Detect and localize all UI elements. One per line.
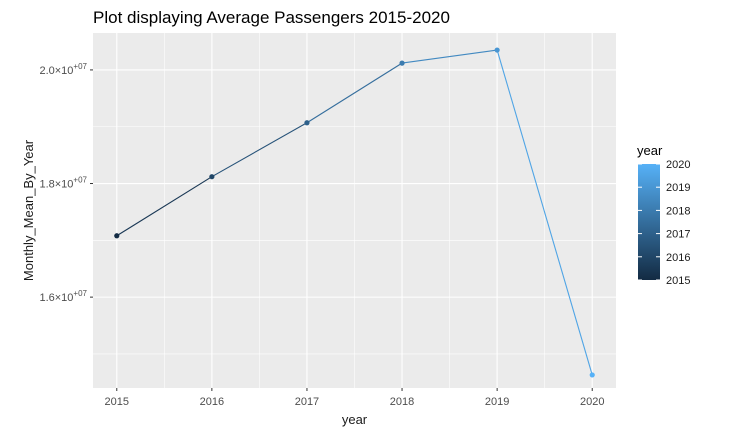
legend-ticks: 2020 2019 2018 2017 2016 2015 xyxy=(638,159,690,287)
colorbar-legend: year 2020 2019 2018 2017 2016 2015 xyxy=(637,143,690,287)
legend-title: year xyxy=(637,143,663,158)
legend-label: 2019 xyxy=(666,182,690,194)
data-point xyxy=(589,372,595,378)
legend-label: 2016 xyxy=(666,252,690,264)
legend-label: 2017 xyxy=(666,229,690,241)
series-segment xyxy=(211,122,308,178)
data-point xyxy=(209,174,215,180)
series-segment xyxy=(306,62,403,124)
series-segment xyxy=(401,49,498,64)
x-axis: 2015 2016 2017 2018 2019 2020 xyxy=(105,388,604,408)
legend-label: 2015 xyxy=(666,275,690,287)
legend-label: 2020 xyxy=(666,159,690,171)
data-point xyxy=(494,47,500,53)
x-axis-title: year xyxy=(342,412,368,427)
series-layer xyxy=(114,47,595,378)
y-axis-title: Monthly_Mean_By_Year xyxy=(21,139,36,281)
data-point xyxy=(304,120,310,126)
grid-lines xyxy=(93,33,616,388)
x-tick-label: 2017 xyxy=(295,396,319,408)
x-tick-label: 2018 xyxy=(390,396,414,408)
data-point xyxy=(114,233,120,239)
colorbar xyxy=(638,164,660,280)
x-tick-label: 2020 xyxy=(580,396,604,408)
y-tick-label: 1.6×10+07 xyxy=(39,289,87,304)
series-segment xyxy=(116,176,213,237)
x-tick-label: 2015 xyxy=(105,396,129,408)
data-point xyxy=(399,60,405,66)
series-segment xyxy=(496,49,593,376)
x-tick-label: 2016 xyxy=(200,396,224,408)
y-axis: 1.6×10+07 1.8×10+07 2.0×10+07 xyxy=(39,62,93,304)
x-tick-label: 2019 xyxy=(485,396,509,408)
y-tick-label: 1.8×10+07 xyxy=(39,176,87,191)
chart-title: Plot displaying Average Passengers 2015-… xyxy=(93,8,450,27)
y-tick-label: 2.0×10+07 xyxy=(39,62,87,77)
legend-label: 2018 xyxy=(666,205,690,217)
